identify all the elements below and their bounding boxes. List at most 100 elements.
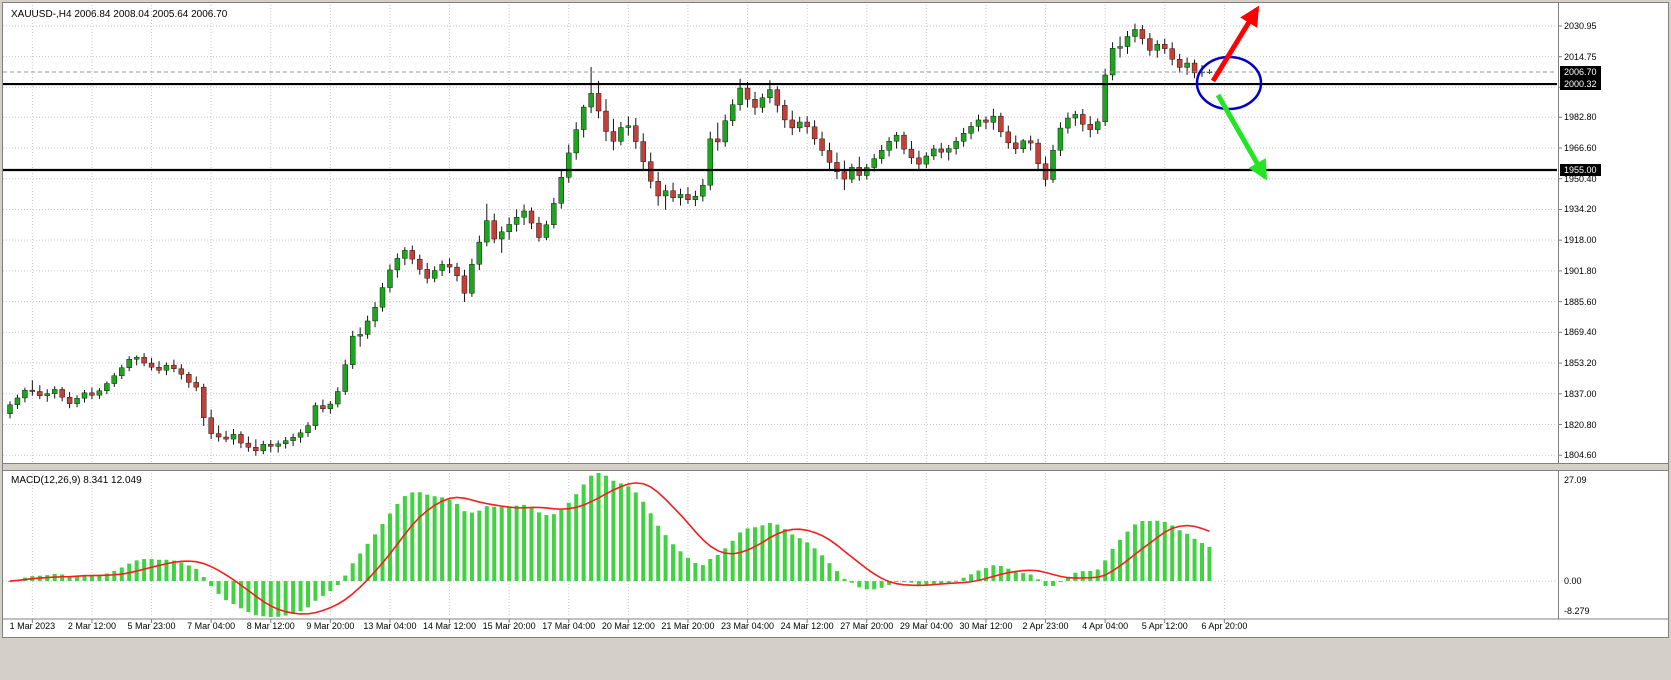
candle-body [364, 320, 371, 335]
macd-bar [291, 581, 296, 614]
macd-bar [887, 581, 892, 585]
macd-bar [216, 581, 221, 594]
macd-bar [604, 475, 608, 582]
macd-bar [991, 565, 996, 582]
macd-bar [1058, 581, 1063, 583]
macd-bar [171, 560, 176, 582]
candle-body [789, 119, 795, 129]
candle-body [104, 383, 110, 391]
price-axis-label: 1885.60 [1564, 296, 1597, 307]
macd-bar [164, 559, 169, 582]
candle-body [908, 148, 915, 159]
macd-bar [849, 581, 854, 583]
macd-bar [626, 486, 631, 582]
bearish-arrow-annotation[interactable] [1215, 93, 1268, 181]
macd-bar [1036, 579, 1041, 582]
time-axis-label: 27 Mar 20:00 [840, 621, 894, 631]
candle-body [387, 269, 393, 288]
chart-canvas[interactable] [3, 3, 1668, 635]
macd-bar [268, 581, 273, 617]
macd-bar [112, 570, 117, 582]
annotations-layer[interactable] [1195, 5, 1268, 181]
macd-bar [417, 492, 422, 582]
macd-bar [224, 581, 229, 601]
candle-body [372, 307, 378, 322]
candle-body [826, 150, 833, 163]
candle-body [849, 167, 855, 180]
candle-body [841, 171, 848, 180]
macd-bar [1140, 521, 1145, 582]
candle-body [1154, 44, 1161, 51]
time-axis-label: 5 Mar 23:00 [127, 621, 176, 631]
candle-body [268, 444, 274, 447]
macd-bar [484, 506, 489, 582]
macd-bar [708, 558, 713, 582]
candle-body [499, 231, 505, 240]
macd-axis-max: 27.09 [1564, 475, 1587, 485]
macd-bar [596, 473, 601, 582]
bullish-arrow-annotation[interactable] [1210, 5, 1260, 83]
macd-bar [566, 502, 571, 582]
macd-bar [201, 576, 206, 582]
macd-bar [1132, 524, 1137, 582]
time-axis-label: 29 Mar 04:00 [899, 621, 953, 631]
candle-body [834, 162, 840, 172]
candle-body [923, 155, 930, 165]
macd-bar [611, 480, 616, 582]
macd-axis-zero: 0.00 [1564, 576, 1582, 587]
candle-body [379, 287, 386, 308]
macd-bar [1162, 521, 1167, 582]
candle-body [89, 392, 95, 396]
candle-body [938, 148, 944, 153]
candle-body [37, 391, 43, 396]
candle-body [871, 158, 877, 168]
candle-body [394, 258, 401, 271]
macd-bar [1177, 530, 1182, 582]
price-axis-label: 1918.00 [1564, 235, 1597, 246]
price-axis[interactable]: 2030.95 2014.75 1982.80 1966.60 1950.40 1934.… [1559, 3, 1668, 617]
candle-body [126, 359, 132, 368]
macd-bar [663, 535, 668, 582]
macd-bar [902, 581, 906, 583]
candle-body [722, 120, 728, 143]
candle-body [1065, 117, 1071, 129]
macd-bar [104, 573, 109, 582]
time-axis-label: 9 Mar 20:00 [306, 621, 355, 631]
candle-body [148, 362, 155, 368]
macd-bar [1051, 581, 1055, 586]
candle-body [543, 224, 550, 238]
macd-bar [343, 575, 348, 582]
time-axis-label: 2 Apr 23:00 [1022, 621, 1069, 631]
panel-separator[interactable] [3, 463, 1668, 471]
candle-body [983, 119, 989, 123]
macd-bar [1073, 572, 1078, 582]
price-axis-label: 1853.20 [1564, 358, 1597, 369]
time-axis[interactable]: 1 Mar 2023 2 Mar 12:00 5 Mar 23:00 7 Mar 04… [3, 619, 1557, 637]
candle-body [588, 93, 594, 108]
macd-bar [961, 577, 966, 582]
macd-bar [1080, 571, 1085, 582]
candle-body [1176, 59, 1183, 68]
candle-body [1087, 124, 1093, 130]
macd-bar [656, 525, 661, 582]
hlines-layer[interactable] [3, 71, 1557, 172]
macd-bar [373, 534, 378, 582]
macd-bar [894, 581, 899, 583]
candle-body [700, 184, 706, 197]
candle-body [1109, 48, 1116, 76]
candle-body [655, 180, 661, 197]
grid-layer [3, 5, 1557, 617]
candle-body [44, 393, 50, 396]
macd-signal-line [9, 482, 1210, 615]
time-axis-label: 20 Mar 12:00 [601, 621, 655, 631]
time-axis-label: 8 Mar 12:00 [246, 621, 295, 631]
candle-body [729, 104, 736, 121]
macd-bar [306, 581, 310, 608]
macd-bar [1013, 571, 1018, 582]
candle-body [350, 335, 356, 365]
macd-bar [97, 575, 102, 582]
macd-layer [3, 473, 1557, 617]
macd-bar [715, 554, 720, 582]
candle-body [327, 403, 334, 409]
